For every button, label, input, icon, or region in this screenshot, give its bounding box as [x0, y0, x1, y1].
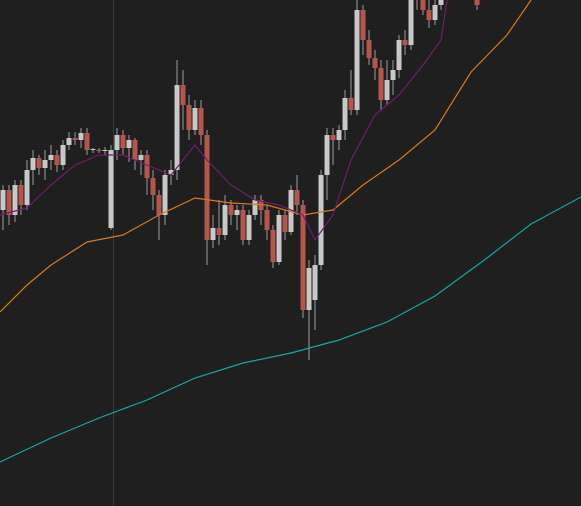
candle-body [246, 215, 252, 240]
candle-body [438, 0, 444, 5]
candle-body [204, 135, 210, 240]
candle-body [282, 215, 288, 232]
moving-average-line [0, 0, 448, 242]
candle-body [240, 210, 246, 240]
candle-body [306, 268, 312, 310]
candle-body [42, 160, 48, 168]
candle-body [384, 80, 390, 100]
candle-body [54, 155, 60, 165]
candle-body [318, 175, 324, 265]
candle-body [174, 85, 180, 170]
candle-body [180, 85, 186, 105]
candle-body [60, 145, 66, 165]
candle-body [264, 210, 270, 230]
moving-average-line [0, 196, 581, 463]
candle-body [234, 210, 240, 215]
candle-body [288, 190, 294, 232]
candle-body [168, 170, 174, 175]
candle-body [420, 0, 426, 10]
candle-body [18, 185, 24, 205]
candle-body [90, 149, 96, 150]
candle-body [84, 133, 90, 150]
candle-body [36, 158, 42, 168]
candle-body [0, 190, 6, 210]
candle-body [336, 130, 342, 140]
candle-body [270, 230, 276, 262]
moving-average-line [0, 0, 532, 313]
candle-body [72, 138, 78, 140]
candle-body [222, 205, 228, 235]
candle-body [390, 70, 396, 80]
candle-body [132, 140, 138, 160]
candle-body [348, 98, 354, 110]
candle-body [252, 200, 258, 215]
candle-body [366, 40, 372, 58]
candle-body [126, 140, 132, 148]
candle-body [198, 108, 204, 135]
candle-body [312, 265, 318, 300]
candle-body [396, 40, 402, 70]
candle-body [354, 10, 360, 110]
candle-body [6, 190, 12, 215]
candle-body [378, 68, 384, 100]
candle-body [120, 135, 126, 148]
candle-body [102, 150, 108, 151]
candle-body [138, 155, 144, 160]
candle-body [210, 228, 216, 240]
candle-body [108, 150, 114, 228]
candle-body [66, 138, 72, 145]
candle-body [96, 150, 102, 151]
candle-body [360, 10, 366, 40]
candle-body [186, 105, 192, 130]
candle-body [78, 133, 84, 140]
candle-body [156, 195, 162, 215]
candle-body [402, 40, 408, 45]
candle-body [144, 155, 150, 178]
candle-body [30, 158, 36, 170]
candle-body [324, 135, 330, 175]
candle-body [48, 155, 54, 160]
candle-body [24, 170, 30, 205]
candle-body [408, 0, 414, 45]
candle-body [150, 178, 156, 195]
candle-body [432, 5, 438, 20]
candle-body [276, 215, 282, 262]
candle-body [192, 108, 198, 130]
candle-body [294, 190, 300, 205]
candle-body [426, 10, 432, 20]
candle-body [12, 185, 18, 215]
candle-body [114, 135, 120, 150]
candle-body [300, 205, 306, 310]
candle-body [228, 205, 234, 215]
candle-body [474, 0, 480, 5]
candle-body [372, 58, 378, 68]
candle-body [162, 175, 168, 215]
candle-body [330, 135, 336, 140]
candle-body [342, 98, 348, 130]
candle-body [216, 228, 222, 235]
